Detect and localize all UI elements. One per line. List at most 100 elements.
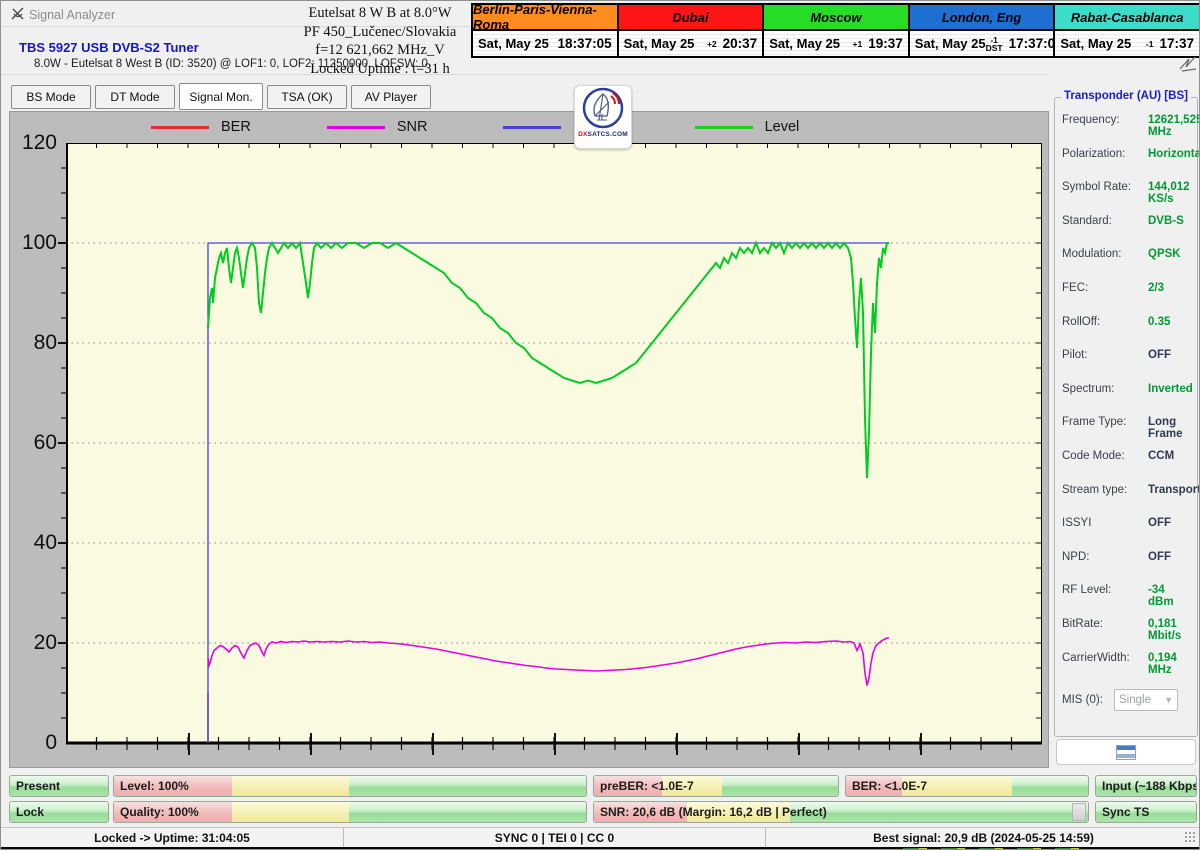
transponder-row: CarrierWidth: 0,194 MHz [1054, 649, 1198, 683]
clock-city-label: Rabat-Casablanca [1055, 5, 1199, 31]
clock-dubai: Dubai Sat, May 25 +2 20:37 [618, 5, 765, 56]
tab-tsa[interactable]: TSA (OK) [267, 85, 347, 109]
overlay-satellite-line: Eutelsat 8 W B at 8.0°W [308, 5, 452, 21]
legend-item-ber: BER [151, 119, 251, 135]
tab-dt-mode[interactable]: DT Mode [95, 85, 175, 109]
transponder-row: Code Mode: CCM [1062, 449, 1175, 462]
rolloff-value: 0.35 [1148, 315, 1171, 328]
clock-date: Sat, May 25 [478, 36, 549, 51]
dxsatcs-logo: DXSATCS.COM [574, 85, 632, 149]
snr-line-swatch [326, 125, 385, 129]
status-uptime: Locked -> Uptime: 31:04:05 [1, 828, 344, 847]
clock-berlin: Berlin-Paris-Vienna-Roma Sat, May 25 18:… [473, 2, 619, 56]
transponder-row: RF Level: -34 dBm [1054, 581, 1198, 615]
transponder-row: Stream type: Transport [1062, 483, 1200, 496]
clock-date: Sat, May 25 [623, 36, 695, 51]
y-axis-tick-label: 120 [21, 131, 57, 154]
status-best-signal: Best signal: 20,9 dB (2024-05-25 14:59) [873, 830, 1094, 845]
standard-value: DVB-S [1148, 214, 1184, 227]
frequency-value: 12621,525 MHz [1148, 114, 1200, 138]
clock-date: Sat, May 25 [914, 36, 986, 51]
transponder-row: BitRate: 0,181 Mbit/s [1054, 615, 1198, 649]
y-axis-tick-label: 60 [33, 431, 57, 454]
tab-av-player[interactable]: AV Player [351, 85, 431, 109]
overlay-location-line: PF 450_Lučenec/Slovakia [303, 23, 457, 40]
series-level [207, 240, 889, 479]
series-snr [207, 637, 889, 686]
tab-signal-mon[interactable]: Signal Mon. [179, 83, 263, 110]
pilot-value: OFF [1148, 349, 1171, 362]
status-counters: SYNC 0 | TEI 0 | CC 0 [344, 828, 766, 847]
tuner-name: TBS 5927 USB DVB-S2 Tuner [19, 40, 199, 55]
clock-utc-offset: -1 [1145, 38, 1154, 49]
clock-time-row: Sat, May 25 -1 DST 17:37:05 [909, 31, 1063, 56]
chevron-down-icon: ▼ [1164, 695, 1173, 705]
tab-bs-mode[interactable]: BS Mode [11, 85, 91, 109]
clock-date: Sat, May 25 [1060, 36, 1132, 51]
clock-time: 20:37 [722, 36, 758, 51]
polarization-value: Horizontal [1148, 147, 1200, 160]
transponder-row: Frame Type: Long Frame [1054, 413, 1198, 447]
dxsatcs-logo-text: DXSATCS.COM [578, 131, 628, 138]
server-icon [1116, 744, 1136, 760]
quality-line-swatch [503, 125, 562, 129]
header-overlay: Eutelsat 8 W B at 8.0°W PF 450_Lučenec/S… [289, 4, 471, 78]
pen-scribble-icon [1179, 56, 1197, 72]
taskbar-sliver [903, 848, 1088, 849]
transponder-groupbox [1054, 97, 1198, 737]
clock-time-row: Sat, May 25 -1 17:37 [1055, 31, 1199, 56]
clock-time: 18:37:05 [557, 36, 612, 51]
transponder-row: Spectrum: Inverted [1062, 382, 1193, 395]
resize-grip[interactable] [1184, 831, 1196, 843]
modulation-value: QPSK [1148, 248, 1181, 261]
signal-chart [58, 143, 1042, 755]
header-divider [1, 74, 1049, 75]
transponder-row: Modulation: QPSK [1062, 248, 1181, 261]
clock-utc-offset: +1 [852, 38, 863, 49]
bottom-edge-strip [1, 847, 1199, 849]
clock-time-row: Sat, May 25 +1 19:37 [764, 31, 908, 56]
dxsatcs-logo-graphic [582, 87, 624, 129]
mis-dropdown[interactable]: Single ▼ [1114, 689, 1178, 711]
preber-meter: preBER: <1.0E-7 [593, 775, 839, 797]
overlay-uptime-line: Locked Uptime : t=31 h [310, 60, 450, 77]
y-axis-tick-label: 100 [21, 231, 57, 254]
transponder-row: Pilot: OFF [1062, 349, 1171, 362]
input-indicator: Input (~188 Kbps) [1095, 775, 1197, 797]
present-indicator: Present [9, 775, 109, 797]
world-clock-panel: Berlin-Paris-Vienna-Roma Sat, May 25 18:… [471, 2, 1199, 58]
titlebar-divider [1, 26, 471, 27]
overlay-frequency-line: f=12 621,662 MHz_V [315, 42, 445, 58]
clock-city-label: London, Eng [909, 5, 1054, 31]
clock-time: 17:37 [1159, 36, 1194, 51]
code-mode-value: CCM [1148, 449, 1175, 462]
level-line-swatch [694, 125, 753, 129]
snr-meter-thumb [1072, 803, 1086, 821]
status-bar: Locked -> Uptime: 31:04:05 SYNC 0 | TEI … [1, 827, 1199, 847]
npd-value: OFF [1148, 550, 1171, 563]
lock-indicator: Lock [9, 801, 109, 823]
transponder-row: RollOff: 0.35 [1062, 315, 1171, 328]
y-axis-tick-label: 40 [33, 531, 57, 554]
window-title: Signal Analyzer [29, 8, 116, 22]
y-axis-tick-label: 80 [33, 331, 57, 354]
stream-list-button[interactable] [1056, 739, 1196, 765]
level-meter: Level: 100% [113, 775, 587, 797]
transponder-title: Transponder (AU) [BS] [1061, 90, 1191, 102]
rf-level-value: -34 dBm [1148, 584, 1174, 609]
snr-meter: SNR: 20,6 dB (Margin: 16,2 dB | Perfect) [593, 801, 1089, 823]
transponder-row: Standard: DVB-S [1062, 214, 1184, 227]
clock-utc-offset: +2 [706, 38, 717, 49]
series-quality [207, 242, 889, 743]
clock-rabat: Rabat-Casablanca Sat, May 25 -1 17:37 [1055, 5, 1199, 56]
clock-city-label: Dubai [618, 5, 763, 31]
clock-city-label: Moscow [764, 5, 908, 31]
clock-date: Sat, May 25 [769, 36, 841, 51]
symbol-rate-value: 144,012 KS/s [1148, 181, 1190, 206]
satellite-dish-icon [11, 7, 24, 20]
transponder-row: Symbol Rate: 144,012 KS/s [1054, 178, 1198, 212]
clock-moscow: Moscow Sat, May 25 +1 19:37 [764, 5, 910, 56]
quality-meter: Quality: 100% [113, 801, 587, 823]
y-axis-tick-label: 0 [45, 731, 57, 754]
